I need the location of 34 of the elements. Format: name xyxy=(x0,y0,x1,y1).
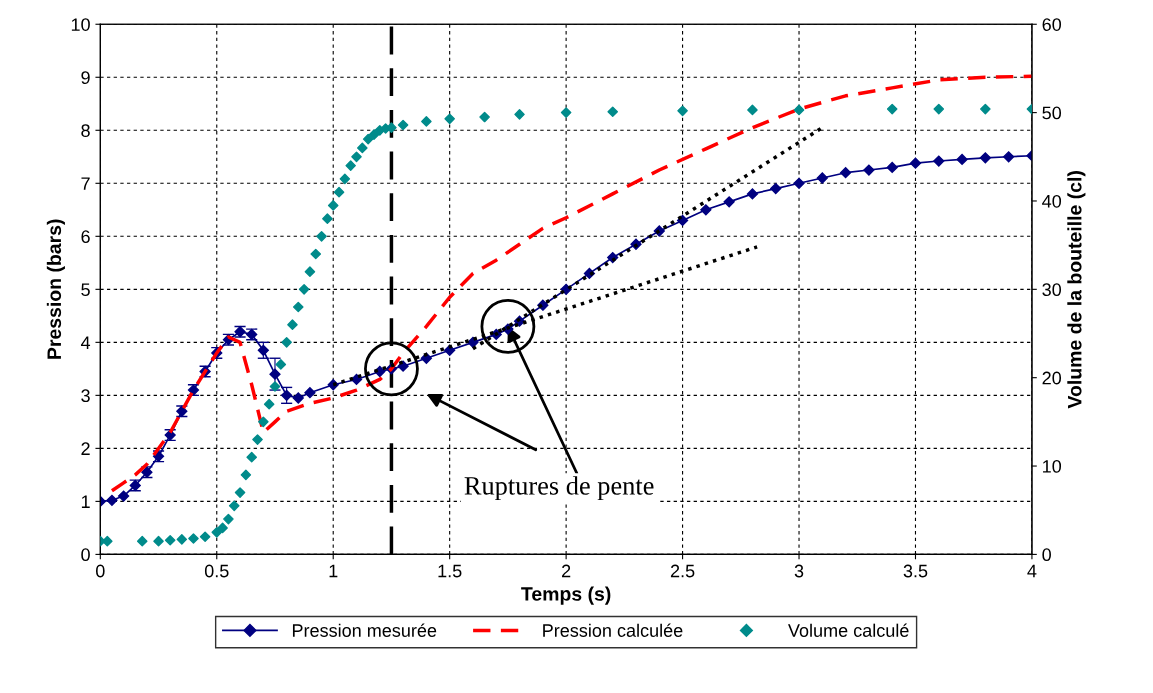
y-tick-label: 7 xyxy=(81,177,90,190)
y2-tick-label: 0 xyxy=(1042,548,1051,562)
y2-tick-label: 10 xyxy=(1043,459,1062,473)
y-axis-title: Pression (bars) xyxy=(46,219,65,359)
y-tick-label: 8 xyxy=(81,124,90,137)
y-tick-label: 2 xyxy=(81,442,90,455)
x-tick-label: 2 xyxy=(562,564,571,578)
x-tick-label: 1 xyxy=(329,564,338,578)
y2-axis-title: Volume de la bouteille (cl) xyxy=(1067,171,1086,409)
y-tick-label: 9 xyxy=(81,71,90,84)
y2-tick-label: 60 xyxy=(1042,18,1062,31)
y2-tick-label: 30 xyxy=(1042,283,1062,297)
y-tick-label: 4 xyxy=(80,336,91,349)
x-axis-title: Temps (s) xyxy=(521,586,611,605)
y-tick-label: 10 xyxy=(71,18,90,31)
y-tick-label: 3 xyxy=(81,389,90,403)
y-tick-label: 1 xyxy=(81,495,90,508)
y2-tick-label: 50 xyxy=(1042,106,1062,120)
legend-label: Volume calculé xyxy=(788,623,909,637)
y2-tick-label: 20 xyxy=(1042,371,1062,385)
annotation: Ruptures de pente xyxy=(464,476,654,501)
y-tick-label: 6 xyxy=(81,230,90,244)
x-tick-label: 4 xyxy=(1027,564,1037,578)
x-tick-label: 3.5 xyxy=(903,564,928,578)
x-tick-label: 3 xyxy=(794,564,804,578)
x-tick-label: 0 xyxy=(96,564,105,578)
x-tick-label: 2.5 xyxy=(670,564,695,578)
x-tick-label: 1.5 xyxy=(438,564,462,578)
x-tick-label: 0.5 xyxy=(204,564,229,578)
y-tick-label: 5 xyxy=(81,283,90,297)
y2-tick-label: 40 xyxy=(1042,194,1062,208)
y-tick-label: 0 xyxy=(81,548,90,562)
legend-label: Pression calculée xyxy=(543,623,683,637)
legend-label: Pression mesurée xyxy=(292,623,437,637)
